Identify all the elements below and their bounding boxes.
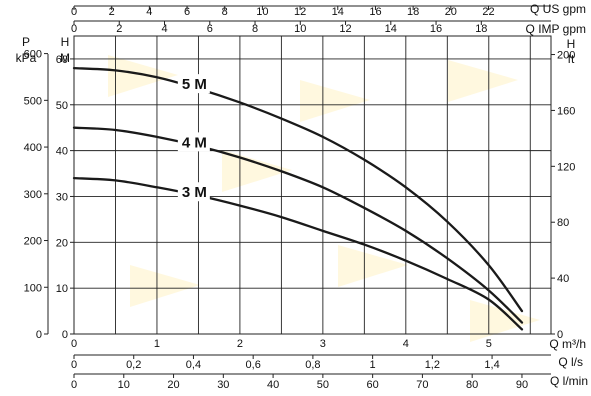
top-us-gpm-axis-tick-label: 16: [369, 6, 381, 18]
x-tick-label: 2: [237, 338, 243, 350]
bottom-ls-axis-tick-label: 0,6: [246, 359, 261, 371]
series-lines: 5 M 4 M 3 M: [72, 66, 524, 331]
head-tick-label: 40: [56, 146, 68, 158]
pump-curve-1: [72, 126, 524, 324]
pressure-tick-label: 400: [24, 142, 42, 154]
pressure-axis-unit: kPa: [16, 51, 37, 65]
pump-curve-0: [72, 66, 524, 313]
watermark-triangle: [300, 80, 370, 122]
watermark-triangle: [130, 265, 200, 307]
top-us-gpm-axis-tick-label: 4: [146, 6, 152, 18]
grid: [73, 35, 552, 335]
watermark-triangle: [470, 300, 540, 342]
bottom-lmin-label: Q l/min: [550, 374, 588, 388]
pressure-tick-label: 100: [24, 282, 42, 294]
bottom-lmin-axis-tick-label: 90: [516, 379, 528, 391]
bottom-ls-axis-tick-label: 1,4: [484, 359, 499, 371]
ft-tick-label: 40: [557, 273, 569, 285]
x-tick-label: 5: [486, 338, 492, 350]
ft-axis-label: H: [567, 37, 576, 51]
ft-tick-label: 0: [557, 329, 563, 341]
head-tick-label: 30: [56, 191, 68, 203]
plot-border: [73, 35, 552, 335]
x-axis-label: Q m³/h: [549, 337, 586, 351]
top-imp-gpm-axis-tick-label: 2: [116, 23, 122, 35]
top-imp-gpm-label: Q IMP gpm: [526, 22, 586, 36]
bottom-lmin-axis-tick-label: 40: [267, 379, 279, 391]
pressure-axis-label: P: [22, 35, 30, 49]
ft-tick-label: 120: [557, 161, 575, 173]
bottom-ls-axis-tick-label: 1: [370, 359, 376, 371]
top-us-gpm-axis-tick-label: 6: [184, 6, 190, 18]
top-imp-gpm-axis-tick-label: 14: [385, 23, 397, 35]
bottom-lmin-axis-tick-label: 70: [416, 379, 428, 391]
bottom-ls-axis-tick-label: 0,8: [305, 359, 320, 371]
top-imp-gpm-axis-tick-label: 6: [207, 23, 213, 35]
pressure-tick-label: 500: [24, 95, 42, 107]
bottom-lmin-axis-tick-label: 20: [167, 379, 179, 391]
top-imp-gpm-axis-tick-label: 18: [475, 23, 487, 35]
ft-tick-label: 80: [557, 217, 569, 229]
pressure-tick-label: 0: [36, 329, 42, 341]
watermark-triangle: [108, 55, 178, 97]
bottom-lmin-axis-tick-label: 30: [217, 379, 229, 391]
top-imp-gpm-axis-tick-label: 16: [430, 23, 442, 35]
watermark-triangle: [448, 60, 518, 102]
top-imp-gpm-axis-tick-label: 0: [71, 23, 77, 35]
watermark-shapes: [108, 55, 540, 342]
ft-axis-unit: ft: [568, 52, 575, 66]
head-tick-label: 50: [56, 100, 68, 112]
pressure-tick-label: 200: [24, 236, 42, 248]
top-us-gpm-label: Q US gpm: [530, 2, 586, 16]
top-imp-gpm-axis-tick-label: 4: [161, 23, 167, 35]
bottom-ls-axis-tick-label: 0,2: [126, 359, 141, 371]
head-axis-label: H: [61, 35, 70, 49]
x-tick-label: 0: [71, 338, 77, 350]
top-us-gpm-axis-tick-label: 20: [445, 6, 457, 18]
curve-label-bg-1: [177, 132, 210, 152]
top-us-gpm-axis-tick-label: 10: [256, 6, 268, 18]
ft-tick-label: 160: [557, 105, 575, 117]
curve-label-bg-2: [177, 182, 210, 202]
curve-label-2: 3 M: [182, 184, 207, 201]
curve-label-bg-0: [177, 74, 210, 94]
bottom-lmin-axis-tick-label: 50: [317, 379, 329, 391]
top-imp-gpm-axis-tick-label: 12: [339, 23, 351, 35]
top-imp-gpm-axis-tick-label: 8: [252, 23, 258, 35]
bottom-ls-axis-tick-label: 1,2: [425, 359, 440, 371]
head-tick-label: 20: [56, 237, 68, 249]
watermark-triangle: [338, 245, 408, 287]
head-tick-label: 0: [62, 329, 68, 341]
head-tick-label: 60: [56, 54, 68, 66]
head-tick-label: 10: [56, 283, 68, 295]
x-tick-label: 4: [403, 338, 409, 350]
top-us-gpm-axis-tick-label: 12: [294, 6, 306, 18]
top-imp-gpm-axis-tick-label: 10: [294, 23, 306, 35]
bottom-ls-label: Q l/s: [558, 355, 583, 369]
top-us-gpm-axis-tick-label: 2: [109, 6, 115, 18]
top-us-gpm-axis-tick-label: 14: [332, 6, 344, 18]
pressure-tick-label: 600: [24, 49, 42, 61]
top-us-gpm-axis-tick-label: 8: [222, 6, 228, 18]
pressure-tick-label: 300: [24, 189, 42, 201]
bottom-lmin-axis-tick-label: 80: [466, 379, 478, 391]
top-us-gpm-axis-tick-label: 18: [407, 6, 419, 18]
x-tick-label: 1: [154, 338, 160, 350]
ft-tick-label: 200: [557, 50, 575, 62]
bottom-lmin-axis-tick-label: 60: [367, 379, 379, 391]
pump-curve-2: [72, 176, 524, 331]
bottom-ls-axis-tick-label: 0: [71, 359, 77, 371]
bottom-lmin-axis-tick-label: 0: [71, 379, 77, 391]
bottom-ls-axis-tick-label: 0,4: [186, 359, 201, 371]
head-axis-unit: M: [60, 51, 70, 65]
curve-label-1: 4 M: [182, 134, 207, 151]
bottom-lmin-axis-tick-label: 10: [118, 379, 130, 391]
curve-label-0: 5 M: [182, 76, 207, 93]
x-tick-label: 3: [320, 338, 326, 350]
top-us-gpm-axis-tick-label: 0: [71, 6, 77, 18]
top-us-gpm-axis-tick-label: 22: [482, 6, 494, 18]
